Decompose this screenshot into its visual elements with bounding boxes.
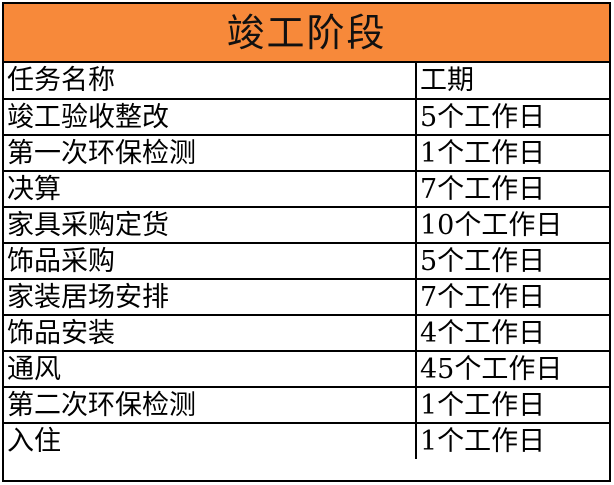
duration-cell: 7个工作日 [416,279,609,316]
task-name-cell: 决算 [4,171,417,208]
task-name-cell: 第二次环保检测 [4,387,417,424]
duration-cell: 1个工作日 [416,387,609,424]
task-table: 任务名称 工期 竣工验收整改 5个工作日 第一次环保检测 1个工作日 决算 7个… [4,63,609,459]
table-header-row: 任务名称 工期 [4,63,609,100]
column-header-duration: 工期 [416,63,609,100]
title-bar: 竣工阶段 [4,4,609,63]
task-name-cell: 第一次环保检测 [4,135,417,172]
task-name-cell: 通风 [4,351,417,388]
table-row: 竣工验收整改 5个工作日 [4,99,609,136]
task-name-cell: 饰品安装 [4,315,417,352]
table-row: 饰品采购 5个工作日 [4,243,609,280]
task-name-cell: 入住 [4,423,417,459]
table-row: 家装居场安排 7个工作日 [4,279,609,316]
duration-cell: 45个工作日 [416,351,609,388]
table-row: 家具采购定货 10个工作日 [4,207,609,244]
sheet-title: 竣工阶段 [226,10,387,55]
task-name-cell: 竣工验收整改 [4,99,417,136]
table-row: 第二次环保检测 1个工作日 [4,387,609,424]
column-header-task-name: 任务名称 [4,63,417,100]
duration-cell: 4个工作日 [416,315,609,352]
table-row: 决算 7个工作日 [4,171,609,208]
duration-cell: 7个工作日 [416,171,609,208]
table-row: 入住 1个工作日 [4,423,609,459]
duration-cell: 5个工作日 [416,243,609,280]
table-row: 通风 45个工作日 [4,351,609,388]
task-name-cell: 家具采购定货 [4,207,417,244]
duration-cell: 5个工作日 [416,99,609,136]
table-row: 饰品安装 4个工作日 [4,315,609,352]
task-name-cell: 家装居场安排 [4,279,417,316]
table-row: 第一次环保检测 1个工作日 [4,135,609,172]
task-name-cell: 饰品采购 [4,243,417,280]
duration-cell: 1个工作日 [416,135,609,172]
duration-cell: 1个工作日 [420,426,546,457]
duration-cell: 10个工作日 [416,207,609,244]
